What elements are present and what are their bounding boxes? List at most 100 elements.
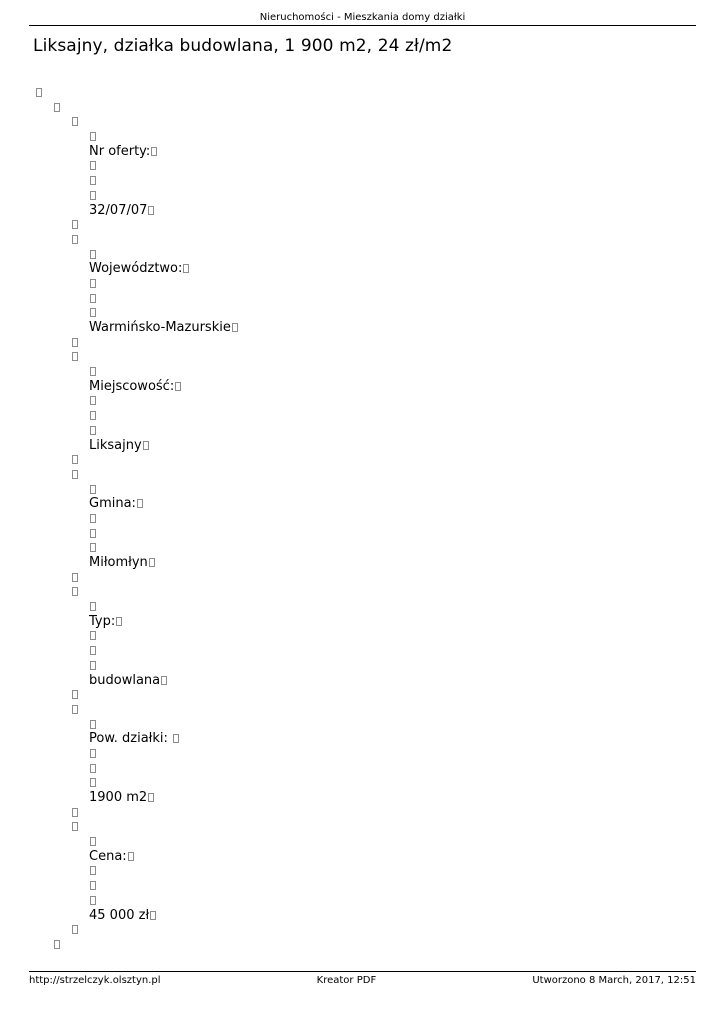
footer-url: http://strzelczyk.olsztyn.pl bbox=[29, 975, 161, 986]
missing-glyph-icon bbox=[90, 161, 96, 171]
empty-glyph-row bbox=[0, 468, 725, 483]
field-value-row: 45 000 zł bbox=[0, 907, 725, 924]
empty-glyph-row bbox=[0, 806, 725, 821]
missing-glyph-icon bbox=[72, 807, 78, 817]
missing-glyph-icon bbox=[54, 939, 60, 949]
missing-glyph-icon bbox=[90, 719, 96, 729]
missing-glyph-icon bbox=[90, 513, 96, 523]
header-title: Nieruchomości - Mieszkania domy działki bbox=[259, 12, 466, 23]
field-value-row: 1900 m2 bbox=[0, 790, 725, 806]
missing-glyph-icon bbox=[90, 660, 96, 670]
empty-glyph-row bbox=[0, 512, 725, 527]
missing-glyph-icon bbox=[90, 895, 96, 905]
missing-glyph-icon bbox=[72, 234, 78, 244]
empty-glyph-row bbox=[0, 292, 725, 307]
missing-glyph-icon bbox=[150, 910, 157, 920]
empty-glyph-row bbox=[0, 703, 725, 718]
field-label: Cena: bbox=[89, 848, 127, 864]
missing-glyph-icon bbox=[90, 278, 96, 288]
missing-glyph-icon bbox=[54, 102, 60, 112]
page-title: Liksajny, działka budowlana, 1 900 m2, 2… bbox=[33, 36, 453, 56]
missing-glyph-icon bbox=[90, 837, 96, 847]
missing-glyph-icon bbox=[72, 925, 78, 935]
missing-glyph-icon bbox=[72, 469, 78, 479]
field-label-row: Cena: bbox=[0, 848, 725, 865]
empty-glyph-row bbox=[0, 336, 725, 351]
field-label-row: Typ: bbox=[0, 613, 725, 630]
field-value-row: 32/07/07 bbox=[0, 202, 725, 219]
empty-glyph-row bbox=[0, 159, 725, 174]
empty-glyph-row bbox=[0, 776, 725, 791]
missing-glyph-icon bbox=[161, 675, 168, 685]
missing-glyph-icon bbox=[90, 528, 96, 538]
missing-glyph-icon bbox=[175, 381, 182, 391]
missing-glyph-icon bbox=[72, 337, 78, 347]
footer-timestamp: Utworzono 8 March, 2017, 12:51 bbox=[532, 975, 696, 986]
empty-glyph-row bbox=[0, 130, 725, 145]
empty-glyph-row bbox=[0, 277, 725, 292]
empty-glyph-row bbox=[0, 189, 725, 204]
field-label: Województwo: bbox=[89, 261, 183, 277]
field-label-row: Nr oferty: bbox=[0, 144, 725, 160]
missing-glyph-icon bbox=[90, 631, 96, 641]
empty-glyph-row bbox=[0, 483, 725, 498]
missing-glyph-icon bbox=[148, 793, 155, 802]
missing-glyph-icon bbox=[90, 881, 96, 891]
missing-glyph-icon bbox=[90, 176, 96, 186]
empty-glyph-row bbox=[0, 879, 725, 894]
missing-glyph-icon bbox=[173, 734, 180, 744]
missing-glyph-icon bbox=[36, 88, 42, 97]
empty-glyph-row bbox=[0, 688, 725, 703]
field-label-row: Województwo: bbox=[0, 261, 725, 277]
missing-glyph-icon bbox=[90, 308, 96, 318]
field-value: budowlana bbox=[89, 672, 161, 688]
empty-glyph-row bbox=[0, 718, 725, 733]
empty-glyph-row bbox=[0, 394, 725, 409]
missing-glyph-icon bbox=[90, 425, 96, 435]
missing-glyph-icon bbox=[90, 748, 96, 758]
empty-glyph-row bbox=[0, 747, 725, 762]
field-label-row: Gmina: bbox=[0, 496, 725, 512]
field-label: Miejscowość: bbox=[89, 378, 175, 394]
missing-glyph-icon bbox=[151, 146, 158, 156]
field-value: Miłomłyn bbox=[89, 555, 148, 570]
empty-glyph-row bbox=[0, 248, 725, 263]
empty-glyph-row bbox=[0, 409, 725, 424]
empty-glyph-row bbox=[0, 600, 725, 615]
missing-glyph-icon bbox=[90, 132, 96, 142]
field-value-row: budowlana bbox=[0, 672, 725, 689]
missing-glyph-icon bbox=[90, 484, 96, 494]
empty-glyph-row bbox=[0, 115, 725, 130]
empty-glyph-row bbox=[0, 762, 725, 777]
field-value: 45 000 zł bbox=[89, 907, 150, 923]
empty-glyph-row bbox=[0, 453, 725, 468]
empty-glyph-row bbox=[0, 174, 725, 189]
empty-glyph-row bbox=[0, 923, 725, 938]
empty-glyph-row bbox=[0, 101, 725, 116]
empty-glyph-row bbox=[0, 938, 725, 953]
empty-glyph-row bbox=[0, 894, 725, 909]
missing-glyph-icon bbox=[90, 763, 96, 773]
missing-glyph-icon bbox=[90, 396, 96, 406]
missing-glyph-icon bbox=[72, 822, 78, 832]
empty-glyph-row bbox=[0, 541, 725, 556]
missing-glyph-icon bbox=[72, 220, 78, 230]
content-tree: Nr oferty: 32/07/07 Województwo: Warmińsko-… bbox=[0, 86, 725, 953]
missing-glyph-icon bbox=[116, 616, 123, 626]
missing-glyph-icon bbox=[142, 440, 149, 450]
missing-glyph-icon bbox=[90, 646, 96, 656]
empty-glyph-row bbox=[0, 86, 725, 101]
missing-glyph-icon bbox=[90, 190, 96, 200]
empty-glyph-row bbox=[0, 571, 725, 586]
field-value: 32/07/07 bbox=[89, 202, 148, 218]
empty-glyph-row bbox=[0, 864, 725, 879]
missing-glyph-icon bbox=[90, 543, 96, 553]
missing-glyph-icon bbox=[72, 352, 78, 362]
footer-generator: Kreator PDF bbox=[316, 975, 377, 986]
page-footer: http://strzelczyk.olsztyn.pl Kreator PDF… bbox=[29, 971, 696, 986]
empty-glyph-row bbox=[0, 350, 725, 365]
missing-glyph-icon bbox=[183, 264, 190, 274]
empty-glyph-row bbox=[0, 835, 725, 850]
field-label: Typ: bbox=[89, 613, 116, 629]
